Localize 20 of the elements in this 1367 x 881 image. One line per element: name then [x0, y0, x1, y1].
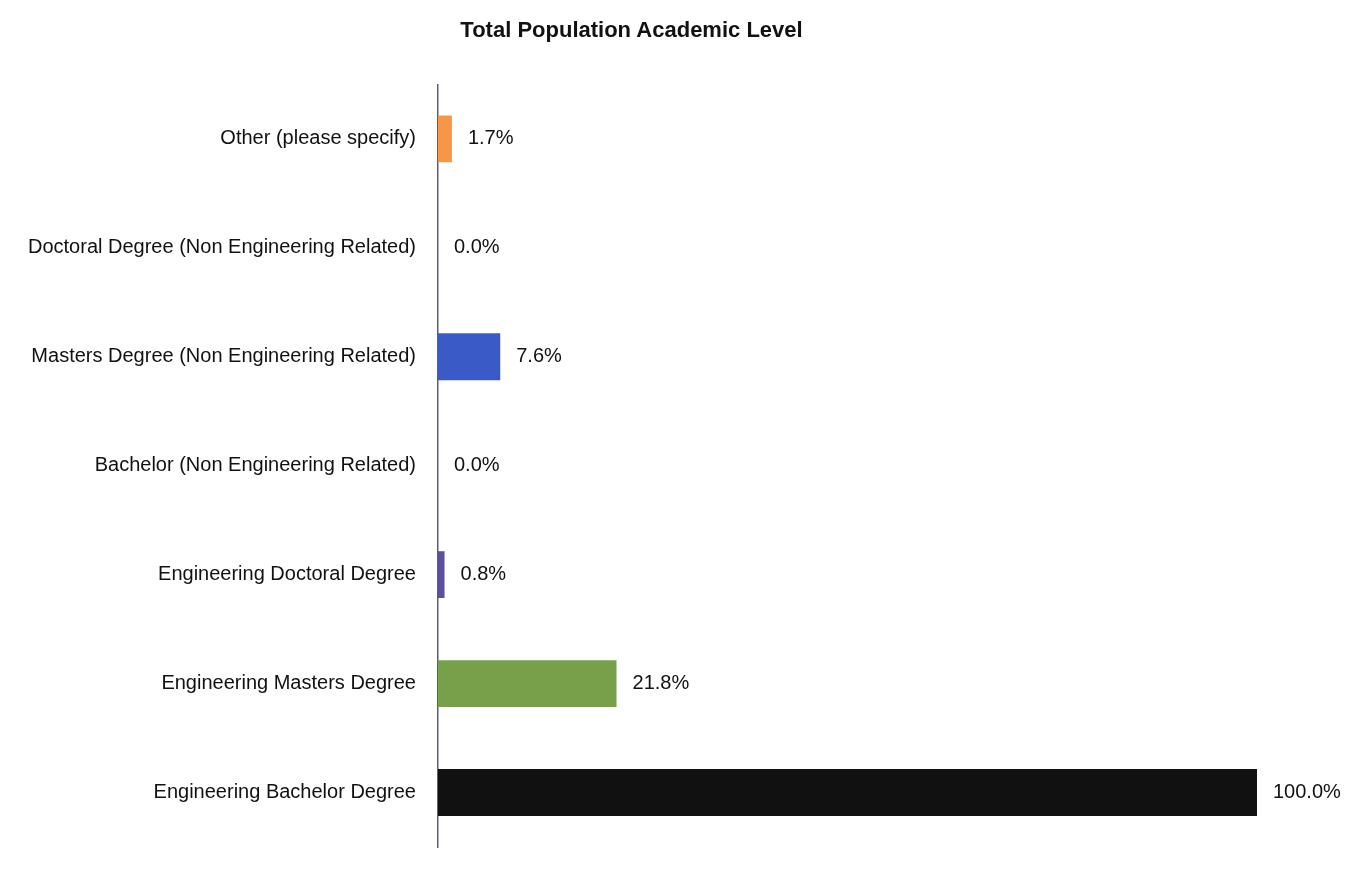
data-label: 0.0% — [453, 235, 500, 258]
chart-title: Total Population Academic Level — [460, 17, 803, 43]
y-tick-label: Engineering Bachelor Degree — [153, 780, 416, 803]
y-tick-label: Bachelor (Non Engineering Related) — [94, 453, 416, 476]
y-tick-label: Other (please specify) — [220, 126, 416, 149]
data-label: 21.8% — [632, 671, 690, 694]
data-label: 100.0% — [1273, 780, 1342, 803]
data-label: 0.0% — [453, 453, 500, 476]
bar — [437, 769, 1257, 816]
bar — [437, 660, 617, 708]
data-label: 0.8% — [460, 562, 507, 585]
bar — [437, 333, 501, 381]
data-label: 7.6% — [516, 344, 563, 367]
y-tick-label: Engineering Doctoral Degree — [158, 562, 416, 585]
data-label: 1.7% — [467, 126, 514, 149]
y-tick-label: Masters Degree (Non Engineering Related) — [31, 344, 416, 367]
bar — [437, 115, 452, 163]
y-tick-label: Engineering Masters Degree — [161, 671, 416, 694]
y-tick-label: Doctoral Degree (Non Engineering Related) — [27, 235, 416, 258]
bar — [437, 551, 445, 599]
